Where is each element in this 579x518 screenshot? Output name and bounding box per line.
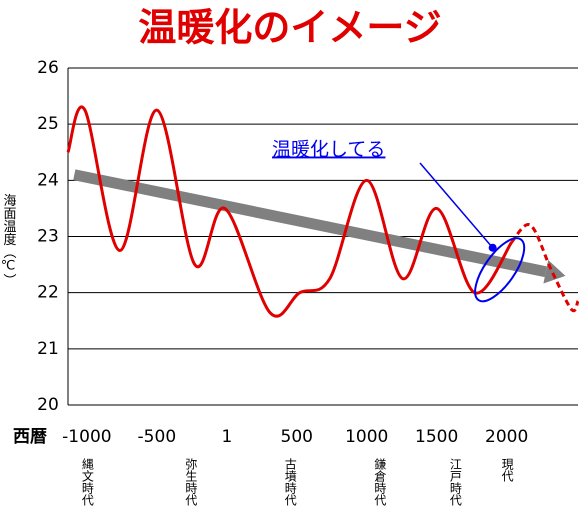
era-label: 江戸時代: [448, 458, 462, 507]
era-label: 鎌倉時代: [373, 457, 387, 507]
x-tick-label: 1000: [345, 427, 388, 447]
data-line: [66, 105, 513, 318]
y-tick-label: 25: [37, 114, 59, 134]
trend-arrowhead: [543, 260, 566, 284]
y-tick-label: 23: [37, 227, 59, 247]
annotation-leader: [419, 162, 494, 249]
era-label: 縄文時代: [80, 457, 94, 507]
x-axis-label: 西暦: [13, 427, 47, 447]
x-tick-label: 500: [281, 427, 313, 447]
y-tick-label: 26: [37, 58, 59, 78]
era-label: 現代: [500, 458, 514, 483]
x-tick-label: 1: [222, 427, 233, 447]
annotation-point: [488, 243, 497, 252]
y-tick-label: 22: [37, 283, 59, 303]
y-axis-label: 海面温度（℃）: [1, 194, 17, 287]
x-tick-label: -500: [138, 427, 177, 447]
era-label: 古墳時代: [283, 457, 297, 507]
x-tick-label: 2000: [485, 427, 528, 447]
data-line: [510, 223, 579, 313]
highlight-ellipse: [474, 237, 526, 303]
annotation-text: 温暖化してる: [272, 139, 385, 161]
chart-title: 温暖化のイメージ: [138, 6, 441, 50]
trend-arrow: [73, 169, 547, 278]
y-tick-label: 24: [37, 170, 59, 190]
y-tick-label: 20: [37, 395, 59, 415]
era-label: 弥生時代: [184, 457, 198, 507]
x-tick-label: 1500: [415, 427, 458, 447]
x-tick-label: -1000: [62, 427, 111, 447]
y-tick-label: 21: [37, 339, 59, 359]
